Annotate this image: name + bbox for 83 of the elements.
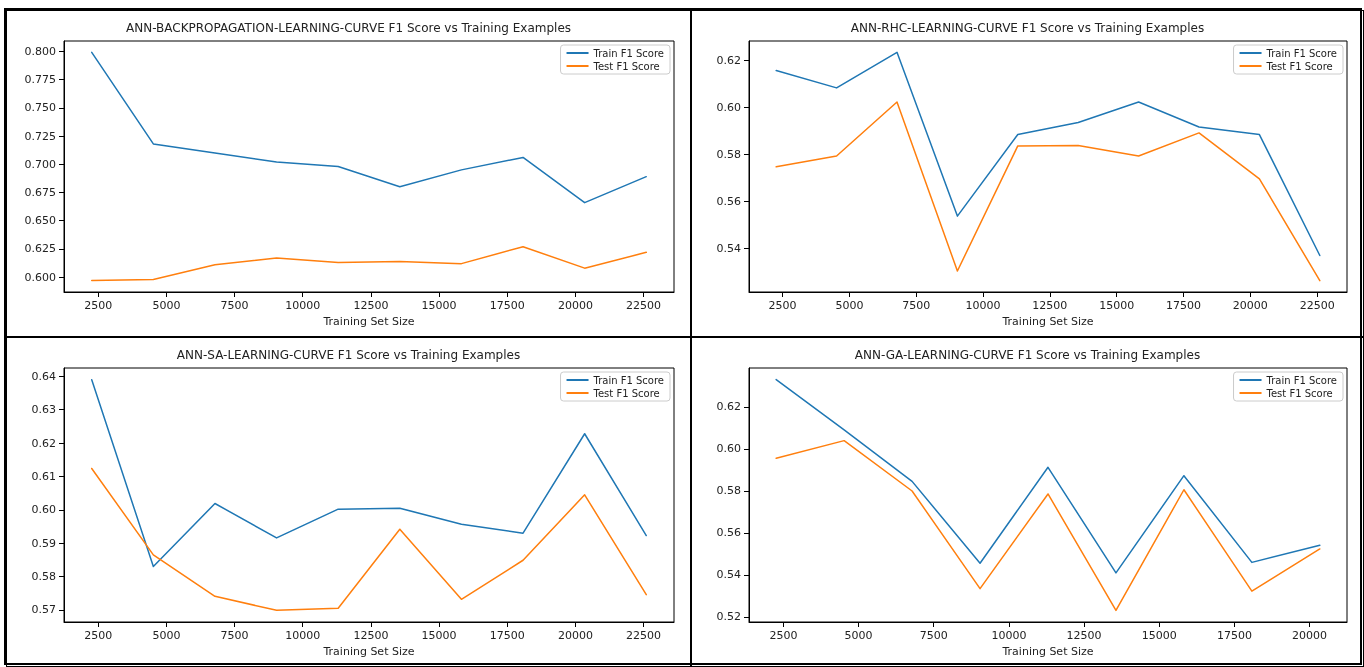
x-tick-label: 17500 xyxy=(489,629,525,642)
x-axis-title: Training Set Size xyxy=(1001,314,1094,328)
y-tick-label: 0.60 xyxy=(31,503,56,517)
x-tick-label: 20000 xyxy=(557,299,593,312)
x-tick-label: 7500 xyxy=(220,299,249,312)
legend-label: Test F1 Score xyxy=(1265,387,1333,399)
y-tick-label: 0.800 xyxy=(24,44,56,58)
y-tick-label: 0.62 xyxy=(31,436,56,450)
y-tick-label: 0.58 xyxy=(716,484,741,498)
x-tick-label: 12500 xyxy=(1032,299,1068,312)
line-series xyxy=(90,245,648,282)
y-tick-label: 0.675 xyxy=(24,185,56,199)
y-tick-label: 0.54 xyxy=(716,242,741,256)
x-tick-label: 15000 xyxy=(1099,299,1135,312)
line-series xyxy=(775,101,1321,282)
legend-label: Train F1 Score xyxy=(592,374,665,386)
legend-label: Test F1 Score xyxy=(1265,60,1333,72)
x-tick-label: 12500 xyxy=(353,299,389,312)
x-tick-label: 10000 xyxy=(991,629,1027,642)
y-tick-label: 0.750 xyxy=(24,101,56,115)
chart-title: ANN-GA-LEARNING-CURVE F1 Score vs Training Examples xyxy=(854,348,1201,362)
x-tick-label: 2500 xyxy=(84,629,113,642)
x-tick-label: 15000 xyxy=(421,629,457,642)
y-tick-label: 0.61 xyxy=(31,469,56,483)
x-tick-label: 20000 xyxy=(1292,629,1328,642)
x-tick-label: 17500 xyxy=(1216,629,1252,642)
legend-label: Test F1 Score xyxy=(592,387,660,399)
x-axis-title: Training Set Size xyxy=(322,314,415,328)
y-tick-label: 0.52 xyxy=(716,610,741,624)
y-tick-label: 0.725 xyxy=(24,129,56,143)
x-tick-label: 10000 xyxy=(965,299,1001,312)
legend-label: Train F1 Score xyxy=(1265,374,1338,386)
x-tick-label: 5000 xyxy=(844,629,873,642)
x-tick-label: 7500 xyxy=(220,629,249,642)
x-tick-label: 10000 xyxy=(285,299,321,312)
y-tick-label: 0.58 xyxy=(716,147,741,161)
legend-label: Test F1 Score xyxy=(592,60,660,72)
y-tick-label: 0.60 xyxy=(716,100,741,114)
legend-label: Train F1 Score xyxy=(1265,47,1338,59)
y-tick-label: 0.58 xyxy=(31,570,56,584)
x-axis-title: Training Set Size xyxy=(322,644,415,658)
x-tick-label: 22500 xyxy=(626,629,662,642)
y-tick-label: 0.64 xyxy=(31,369,56,383)
x-axis-title: Training Set Size xyxy=(1001,644,1094,658)
x-tick-label: 2500 xyxy=(84,299,113,312)
y-tick-label: 0.625 xyxy=(24,242,56,256)
x-tick-label: 10000 xyxy=(285,629,321,642)
y-tick-label: 0.600 xyxy=(24,270,56,284)
y-tick-label: 0.60 xyxy=(716,442,741,456)
x-tick-label: 5000 xyxy=(152,629,181,642)
y-tick-label: 0.54 xyxy=(716,568,741,582)
x-tick-label: 17500 xyxy=(489,299,525,312)
y-tick-label: 0.650 xyxy=(24,214,56,228)
y-tick-label: 0.63 xyxy=(31,403,56,417)
y-tick-label: 0.59 xyxy=(31,536,56,550)
y-tick-label: 0.700 xyxy=(24,157,56,171)
line-series xyxy=(775,439,1321,612)
x-tick-label: 5000 xyxy=(152,299,181,312)
x-tick-label: 15000 xyxy=(1141,629,1177,642)
x-tick-label: 5000 xyxy=(835,299,864,312)
y-tick-label: 0.62 xyxy=(716,53,741,67)
y-tick-label: 0.56 xyxy=(716,526,741,540)
x-tick-label: 2500 xyxy=(769,629,798,642)
legend-label: Train F1 Score xyxy=(592,47,665,59)
y-tick-label: 0.775 xyxy=(24,73,56,87)
x-tick-label: 20000 xyxy=(557,629,593,642)
x-tick-label: 7500 xyxy=(919,629,948,642)
chart-title: ANN-BACKPROPAGATION-LEARNING-CURVE F1 Score vs Training Examples xyxy=(125,21,572,35)
x-tick-label: 22500 xyxy=(626,299,662,312)
x-tick-label: 12500 xyxy=(353,629,389,642)
y-tick-label: 0.57 xyxy=(31,603,56,617)
x-tick-label: 22500 xyxy=(1299,299,1335,312)
x-tick-label: 2500 xyxy=(768,299,797,312)
x-tick-label: 12500 xyxy=(1066,629,1102,642)
line-series xyxy=(90,467,648,612)
x-tick-label: 17500 xyxy=(1166,299,1202,312)
y-tick-label: 0.62 xyxy=(716,400,741,414)
x-tick-label: 7500 xyxy=(902,299,931,312)
x-tick-label: 20000 xyxy=(1232,299,1268,312)
y-tick-label: 0.56 xyxy=(716,195,741,208)
chart-title: ANN-SA-LEARNING-CURVE F1 Score vs Training Examples xyxy=(176,348,521,362)
x-tick-label: 15000 xyxy=(421,299,457,312)
chart-title: ANN-RHC-LEARNING-CURVE F1 Score vs Training Examples xyxy=(850,21,1205,35)
